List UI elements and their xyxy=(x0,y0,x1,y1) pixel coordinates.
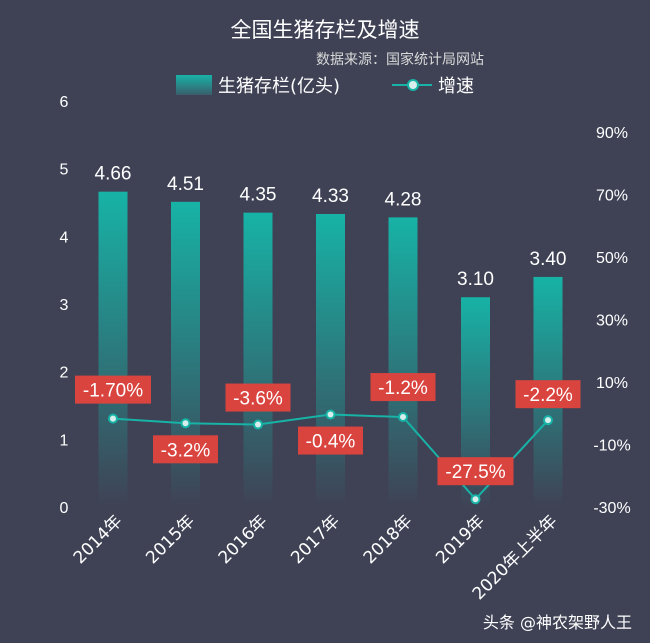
growth-label-box xyxy=(153,435,218,464)
left-axis-tick-5: 5 xyxy=(60,162,69,179)
right-axis-tick: 90% xyxy=(596,125,628,142)
right-axis-tick: -10% xyxy=(593,438,630,455)
bar-value-labels: 4.66 4.51 4.35 4.33 4.28 3.10 3.40 xyxy=(95,164,567,291)
bar-2 xyxy=(243,212,273,507)
growth-label-box xyxy=(298,426,363,455)
bar-value-label: 4.33 xyxy=(312,186,349,207)
x-axis-label: 2018年 xyxy=(360,511,417,568)
growth-label: -2.2% xyxy=(523,385,573,406)
growth-point-0 xyxy=(108,413,118,424)
chart-title: 全国生猪存栏及增速 xyxy=(230,18,420,42)
left-axis-tick-6: 6 xyxy=(60,94,69,111)
bar-value-label: 3.10 xyxy=(457,269,494,290)
x-axis-label: 2019年 xyxy=(432,511,489,568)
growth-point-3 xyxy=(325,409,336,420)
left-axis-tick-2: 2 xyxy=(60,365,69,382)
watermark: 头条 @神农架野人王 xyxy=(482,613,632,632)
bar-3 xyxy=(316,214,345,507)
growth-point-5 xyxy=(470,494,481,505)
legend-bar-swatch xyxy=(176,75,212,95)
legend-item-bar: 生猪存栏(亿头) xyxy=(176,72,340,98)
growth-point-4 xyxy=(398,412,408,423)
right-axis-tick: 30% xyxy=(596,313,628,330)
bar-0 xyxy=(98,191,128,507)
growth-point-2 xyxy=(253,419,263,430)
bar-value-label: 4.66 xyxy=(95,164,132,185)
growth-label: -1.70% xyxy=(83,381,143,402)
x-axis-label: 2016年 xyxy=(215,511,272,568)
bar-value-label: 4.35 xyxy=(240,185,277,206)
legend-item-line: 增速 xyxy=(392,72,474,98)
x-axis-label: 2015年 xyxy=(142,511,199,568)
legend-bar-label: 生猪存栏(亿头) xyxy=(218,76,341,97)
x-axis-label: 2014年 xyxy=(70,511,127,568)
left-axis-tick-0: 0 xyxy=(60,500,69,517)
growth-label-box xyxy=(437,457,514,486)
growth-label-box xyxy=(75,375,151,404)
right-axis-tick: 70% xyxy=(596,188,628,205)
x-axis-label: 2017年 xyxy=(287,511,344,568)
left-axis-tick-4: 4 xyxy=(60,229,69,246)
bar-value-label: 4.28 xyxy=(385,189,422,210)
growth-label-box xyxy=(370,373,436,402)
legend: 生猪存栏(亿头) 增速 xyxy=(0,72,650,98)
growth-label-box xyxy=(225,383,291,412)
left-axis-tick-1: 1 xyxy=(60,432,69,449)
growth-label: -3.2% xyxy=(161,440,211,461)
growth-label: -3.6% xyxy=(233,389,283,410)
left-axis: 0 1 2 3 4 5 6 xyxy=(60,94,69,517)
growth-label: -27.5% xyxy=(445,462,505,483)
growth-label-box xyxy=(515,380,581,409)
bar-4 xyxy=(388,217,418,508)
right-axis: -30% -10% 10% 30% 50% 70% 90% xyxy=(593,125,630,517)
bar-value-label: 4.51 xyxy=(167,174,204,195)
right-axis-tick: 50% xyxy=(596,250,628,267)
growth-point-1 xyxy=(180,418,191,429)
left-axis-tick-3: 3 xyxy=(60,297,69,314)
growth-label: -0.4% xyxy=(306,432,356,453)
right-axis-tick: -30% xyxy=(593,500,630,517)
bar-value-label: 3.40 xyxy=(530,249,567,270)
legend-line-label: 增速 xyxy=(438,76,474,97)
growth-label: -1.2% xyxy=(378,378,428,399)
growth-point-6 xyxy=(543,415,553,426)
legend-line-swatch xyxy=(392,75,432,95)
chart-subtitle: 数据来源：国家统计局网站 xyxy=(316,52,484,68)
growth-labels: -1.70% -3.2% -3.6% -0.4% -1.2% -27.5% -2.2% xyxy=(75,373,581,486)
right-axis-tick: 10% xyxy=(596,375,628,392)
growth-line xyxy=(108,409,553,505)
